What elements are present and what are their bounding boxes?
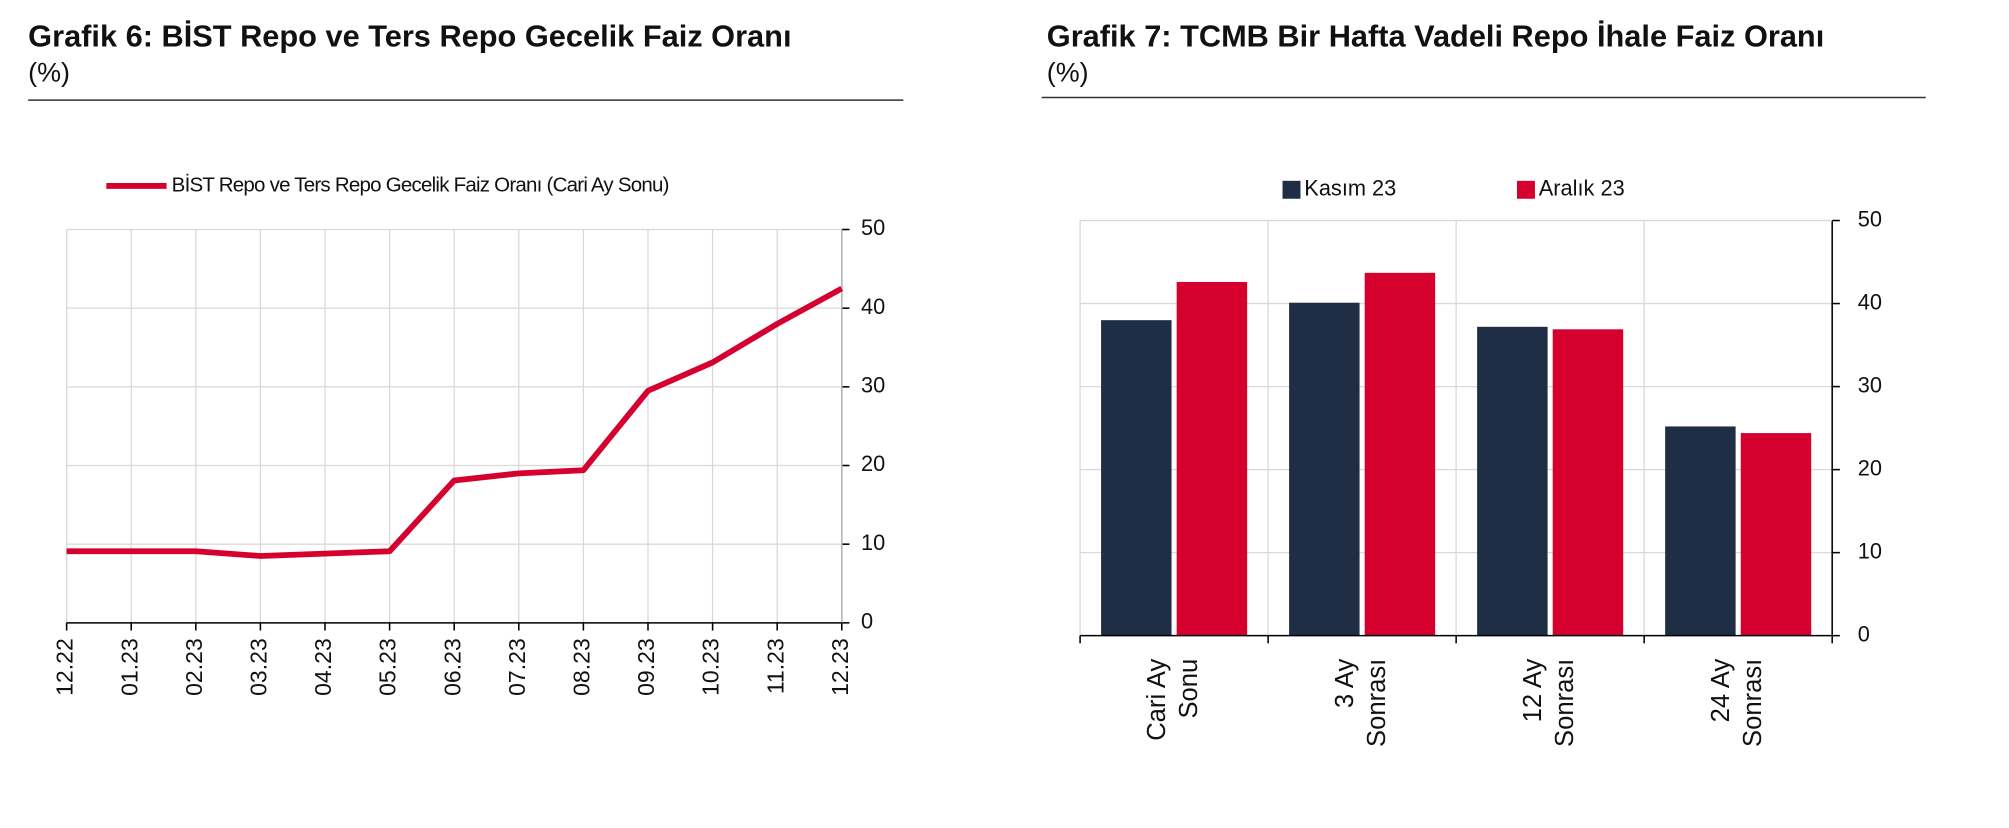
bar xyxy=(1364,272,1436,636)
y-tick-label: 0 xyxy=(1858,621,1870,646)
x-tick-label: Sonrası xyxy=(1551,659,1579,747)
y-tick-label: 20 xyxy=(1858,455,1882,480)
bar xyxy=(1477,326,1548,636)
bar xyxy=(1101,320,1172,636)
y-tick-label: 20 xyxy=(861,451,885,476)
bar xyxy=(1176,281,1248,636)
legend-swatch xyxy=(1282,180,1301,199)
legend-swatch xyxy=(1517,180,1535,199)
x-tick-label: 3 Ay xyxy=(1331,659,1359,709)
x-tick-label: 03.23 xyxy=(246,638,272,696)
legend-label: BİST Repo ve Ters Repo Gecelik Faiz Oran… xyxy=(172,173,669,196)
legend-label: Aralık 23 xyxy=(1539,176,1625,201)
chart-subtitle: (%) xyxy=(1047,58,1089,88)
x-tick-label: 07.23 xyxy=(504,638,530,696)
y-tick-label: 30 xyxy=(861,373,885,398)
y-tick-label: 0 xyxy=(861,609,873,634)
x-tick-label: 12.23 xyxy=(827,638,853,696)
x-tick-label: 06.23 xyxy=(439,638,465,696)
x-tick-label: 04.23 xyxy=(310,638,336,696)
bar xyxy=(1552,329,1624,636)
chart-subtitle: (%) xyxy=(28,58,70,88)
x-tick-label: 09.23 xyxy=(633,638,659,696)
x-tick-label: 05.23 xyxy=(375,638,401,696)
y-tick-label: 50 xyxy=(861,215,885,240)
y-tick-label: 10 xyxy=(1858,538,1882,563)
chart-title: Grafik 7: TCMB Bir Hafta Vadeli Repo İha… xyxy=(1047,19,1824,54)
line-series xyxy=(66,285,844,559)
legend-label: Kasım 23 xyxy=(1304,176,1396,201)
y-tick-label: 40 xyxy=(1858,289,1882,314)
y-tick-label: 40 xyxy=(861,294,885,319)
x-tick-label: Sonrası xyxy=(1363,659,1391,747)
x-tick-label: Sonrası xyxy=(1739,659,1767,747)
bar xyxy=(1665,426,1736,636)
x-tick-label: Cari Ay xyxy=(1143,659,1171,741)
bar xyxy=(1289,302,1360,636)
chart-title: Grafik 6: BİST Repo ve Ters Repo Gecelik… xyxy=(28,19,791,54)
x-tick-label: 12.22 xyxy=(52,638,78,696)
x-tick-label: Sonu xyxy=(1175,659,1203,719)
bar xyxy=(1740,433,1812,636)
x-tick-label: 02.23 xyxy=(181,638,207,696)
y-tick-label: 50 xyxy=(1858,206,1882,231)
y-tick-label: 10 xyxy=(861,530,885,555)
x-tick-label: 01.23 xyxy=(116,638,142,696)
x-tick-label: 24 Ay xyxy=(1707,659,1735,723)
x-tick-label: 12 Ay xyxy=(1519,659,1547,723)
x-tick-label: 08.23 xyxy=(568,638,594,696)
x-tick-label: 10.23 xyxy=(698,638,724,696)
y-tick-label: 30 xyxy=(1858,372,1882,397)
x-tick-label: 11.23 xyxy=(762,638,788,694)
